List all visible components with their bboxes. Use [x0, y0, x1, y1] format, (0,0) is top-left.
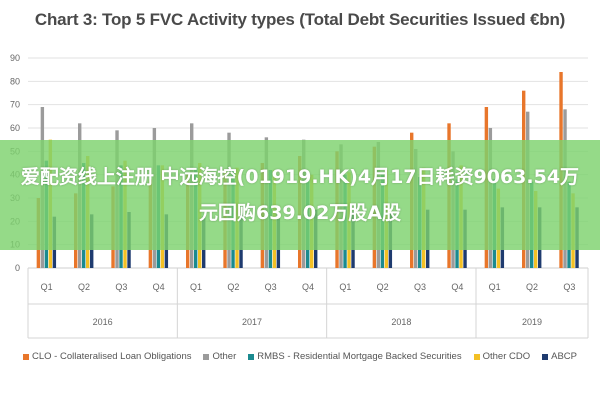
x-tick-label: Q2: [227, 282, 239, 292]
y-tick-label: 80: [10, 76, 20, 86]
y-tick-label: 70: [10, 100, 20, 110]
year-label: 2019: [522, 317, 542, 327]
x-tick-label: Q4: [302, 282, 314, 292]
y-tick-label: 90: [10, 53, 20, 63]
legend-label: Other CDO: [482, 351, 531, 362]
year-label: 2016: [93, 317, 113, 327]
x-tick-label: Q1: [339, 282, 351, 292]
x-tick-label: Q2: [377, 282, 389, 292]
x-tick-label: Q1: [190, 282, 202, 292]
year-groups: 2016 2017 2018 2019: [27, 268, 589, 339]
y-tick-label: 60: [10, 123, 20, 133]
legend-swatch: [248, 353, 255, 360]
legend-swatch: [473, 353, 480, 360]
x-tick-label: Q3: [265, 282, 277, 292]
x-tick-label: Q2: [526, 282, 538, 292]
legend-swatch: [23, 353, 29, 360]
year-label: 2018: [391, 317, 411, 327]
x-tick-label: Q4: [451, 282, 463, 292]
x-axis-ticks: Q1 Q2 Q3 Q4 Q1 Q2 Q3 Q4 Q1 Q2 Q3 Q4 Q1 Q2 Q3: [41, 282, 576, 292]
legend-swatch: [203, 353, 210, 360]
legend-swatch: [542, 353, 549, 360]
x-tick-label: Q1: [489, 282, 501, 292]
legend-label: CLO - Collateralised Loan Obligations: [32, 351, 192, 362]
legend-item: Other CDO: [473, 351, 531, 362]
legend-item: Other: [203, 351, 236, 362]
chart-legend: CLO - Collateralised Loan Obligations Oth…: [0, 351, 600, 362]
overlay-headline[interactable]: 爱配资线上注册 中远海控(01919.HK)4月17日耗资9063.54万元回购…: [20, 166, 580, 224]
x-tick-label: Q3: [563, 282, 575, 292]
x-tick-label: Q1: [41, 282, 53, 292]
chart-title: Chart 3: Top 5 FVC Activity types (Total…: [34, 10, 566, 29]
legend-label: ABCP: [551, 351, 577, 362]
legend-item: RMBS - Residential Mortgage Backed Secur…: [248, 351, 462, 362]
legend-label: RMBS - Residential Mortgage Backed Secur…: [257, 351, 462, 362]
legend-label: Other: [212, 351, 237, 362]
x-tick-label: Q4: [153, 282, 165, 292]
legend-item: CLO - Collateralised Loan Obligations: [23, 351, 191, 362]
legend-item: ABCP: [542, 351, 577, 362]
x-tick-label: Q3: [115, 282, 127, 292]
news-overlay-banner[interactable]: 爱配资线上注册 中远海控(01919.HK)4月17日耗资9063.54万元回购…: [0, 140, 600, 250]
y-tick-label: 0: [15, 263, 20, 273]
x-tick-label: Q3: [414, 282, 426, 292]
year-label: 2017: [242, 317, 262, 327]
x-tick-label: Q2: [78, 282, 90, 292]
